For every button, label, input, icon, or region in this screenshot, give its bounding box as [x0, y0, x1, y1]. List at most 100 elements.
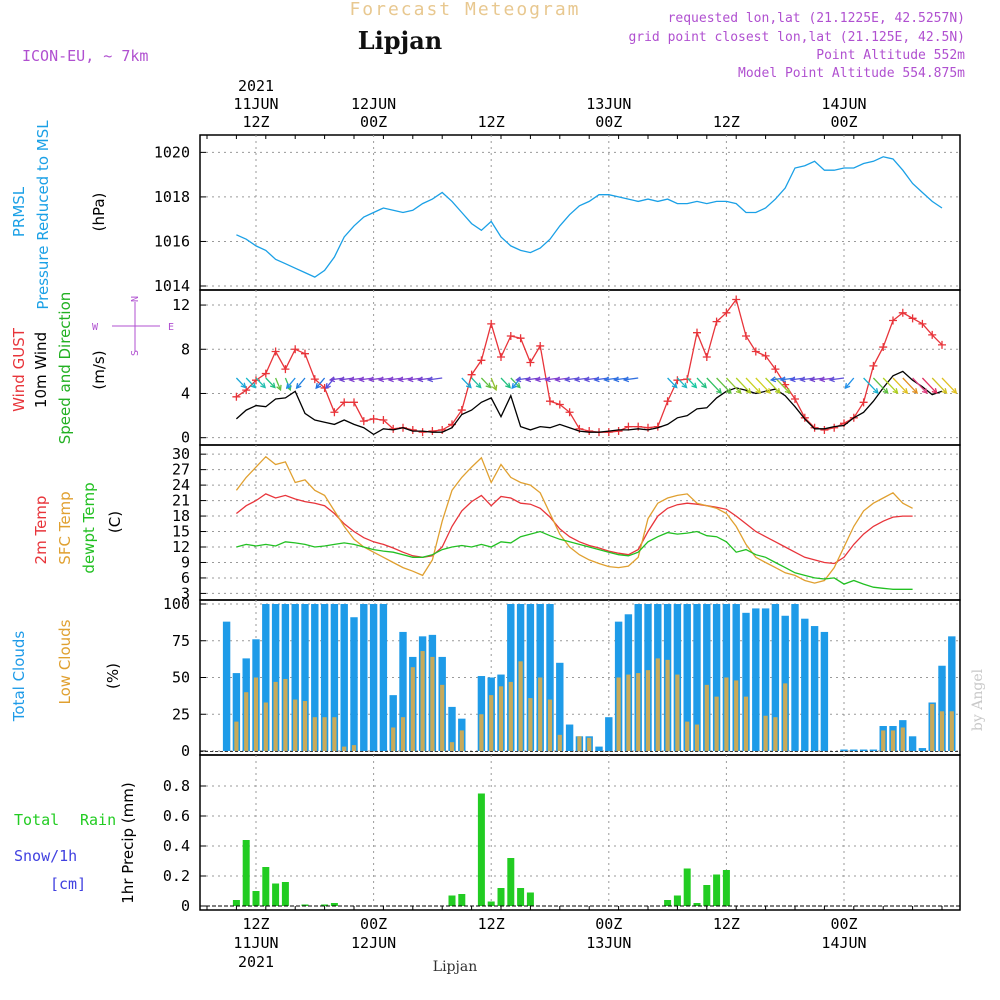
low-clouds-bar [724, 677, 729, 751]
precip-bar [693, 903, 701, 906]
y-tick-label: 1014 [154, 277, 190, 295]
precip-bar [722, 870, 730, 906]
wind-arrow-head [765, 388, 772, 395]
total-clouds-bar [389, 695, 397, 751]
precip-bar [281, 882, 289, 906]
wind-arrow-shaft [912, 377, 928, 394]
gust-point [702, 353, 711, 361]
low-clouds-bar [489, 695, 494, 751]
low-clouds-bar [518, 661, 523, 751]
precip-snow-unit-label: [cm] [50, 875, 86, 893]
wind-arrow-shaft [461, 377, 472, 389]
wind-arrow-shaft [735, 377, 751, 394]
top-year-label: 2021 [238, 77, 274, 95]
precip-bar [526, 892, 534, 906]
gust-point [693, 328, 701, 337]
low-clouds-bar [685, 721, 690, 751]
wind-arrow-head [564, 376, 571, 383]
total-clouds-bar [840, 749, 848, 751]
total-clouds-bar [938, 665, 946, 751]
wind-direction-arrows [235, 376, 958, 395]
wind-arrow-head [524, 376, 532, 383]
gust-point [751, 347, 760, 356]
wind-arrow [471, 377, 482, 389]
wind-arrow-shaft [667, 377, 678, 389]
y-tick-label: 1018 [154, 188, 190, 206]
precip-panel [199, 754, 961, 911]
low-clouds-bar [645, 670, 651, 751]
low-clouds-bar [939, 711, 945, 751]
y-tick-label: 50 [172, 669, 190, 687]
wind-arrow [686, 377, 698, 389]
y-tick-label: 15 [172, 523, 190, 541]
low-clouds-bar [312, 717, 317, 751]
wind-arrow [285, 377, 296, 390]
wind-arrow-head [745, 388, 752, 395]
low-clouds-bar [283, 678, 288, 751]
wind-arrow [921, 377, 938, 395]
y-tick-label: 4 [181, 384, 190, 402]
total-clouds-bar [565, 724, 574, 751]
wind-arrow [426, 376, 443, 383]
low-clouds-bar [773, 717, 778, 751]
wind-arrow-head [774, 388, 781, 395]
location-title: Lipjan [358, 26, 442, 55]
y-tick-label: 27 [172, 461, 190, 479]
wind-arrow-shaft [296, 377, 306, 389]
temp-sfc-label: SFC Temp [56, 491, 74, 564]
gust-point [663, 397, 672, 406]
y-tick-label: 75 [172, 632, 190, 650]
low-clouds-bar [302, 701, 308, 751]
top-hour-label: 00Z [830, 113, 857, 131]
y-tick-label: 6 [181, 569, 190, 587]
wind-arrow [765, 377, 781, 395]
y-tick-label: 3 [181, 584, 190, 602]
low-clouds-bar [616, 677, 621, 751]
wind-arrow-shaft [774, 377, 791, 394]
total-clouds-bar [801, 618, 809, 751]
low-clouds-bar [694, 724, 700, 751]
total-clouds-bar [222, 621, 231, 751]
wind-arrow-head [779, 376, 786, 383]
total-clouds-bar [693, 604, 701, 751]
y-tick-label: 0 [181, 897, 190, 915]
gust-point [330, 408, 339, 417]
total-clouds-bar [546, 604, 554, 751]
gust-point [281, 365, 290, 374]
wind-arrow-head [603, 376, 610, 383]
gust-point [359, 417, 368, 426]
wind-arrow-head [593, 376, 600, 383]
total-clouds-bar [399, 631, 407, 751]
gust-point [477, 356, 486, 365]
footer-location: Lipjan [433, 959, 477, 975]
wind-arrow [716, 377, 732, 395]
series-line-wind-gust [236, 298, 943, 433]
y-tick-label: 25 [172, 705, 190, 723]
wind-arrow-head [295, 383, 302, 390]
wind-arrow-head [691, 382, 698, 389]
gust-point [879, 343, 888, 352]
wind-arrow-shaft [931, 377, 947, 394]
low-clouds-bar [949, 711, 954, 751]
pressure-panel [199, 134, 961, 291]
gust-point [310, 375, 319, 384]
wind-10m-label: 10m Wind [32, 332, 50, 408]
wind-arrow-shaft [255, 377, 266, 389]
wind-arrow-head [240, 382, 247, 389]
gust-point [614, 427, 623, 436]
wind-arrow [274, 377, 282, 392]
wind-arrow [892, 377, 909, 395]
gust-point [791, 395, 799, 403]
wind-arrow-shaft [490, 377, 497, 391]
low-clouds-bar [498, 686, 504, 751]
wind-arrow-head [583, 376, 590, 383]
wind-arrow [667, 377, 678, 389]
wind-arrow-head [809, 376, 816, 383]
model-point-altitude: Model Point Altitude 554.875m [738, 66, 965, 81]
total-clouds-bar [595, 746, 603, 751]
gust-point [301, 349, 309, 358]
wind-arrow-shaft [863, 377, 879, 394]
precip-bar [232, 900, 240, 906]
wind-arrow-shaft [765, 377, 781, 394]
wind-arrow-head [725, 388, 732, 395]
